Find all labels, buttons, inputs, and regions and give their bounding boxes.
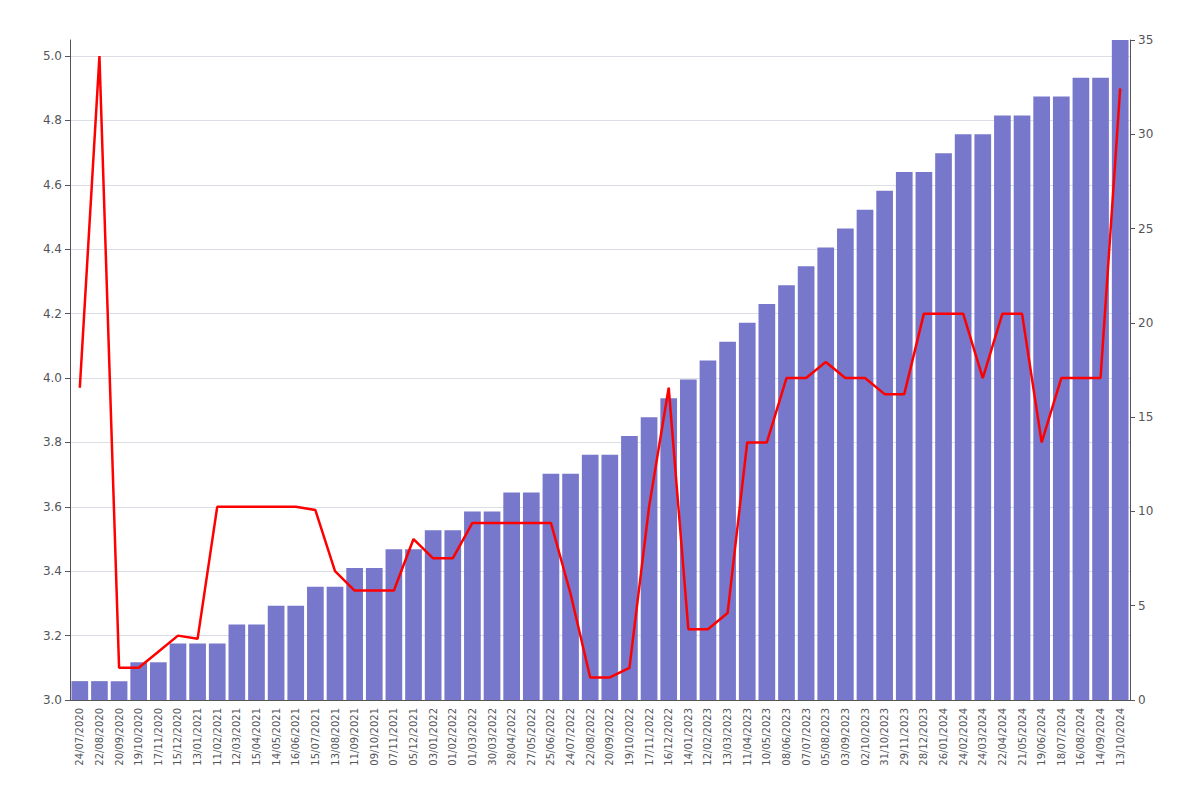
- svg-text:13/01/2021: 13/01/2021: [192, 708, 203, 766]
- svg-text:05/08/2023: 05/08/2023: [820, 708, 831, 766]
- svg-text:12/03/2021: 12/03/2021: [231, 708, 242, 766]
- svg-text:0: 0: [1138, 693, 1146, 707]
- svg-text:16/08/2024: 16/08/2024: [1075, 708, 1086, 766]
- svg-text:24/03/2024: 24/03/2024: [977, 708, 988, 766]
- svg-text:27/05/2022: 27/05/2022: [526, 708, 537, 766]
- svg-text:22/04/2024: 22/04/2024: [997, 708, 1008, 766]
- svg-text:20/09/2020: 20/09/2020: [114, 708, 125, 766]
- svg-text:24/07/2022: 24/07/2022: [565, 708, 576, 766]
- svg-text:28/04/2022: 28/04/2022: [506, 708, 517, 766]
- svg-text:35: 35: [1138, 33, 1153, 47]
- svg-text:25/06/2022: 25/06/2022: [545, 708, 556, 766]
- svg-text:3.8: 3.8: [43, 435, 62, 449]
- svg-text:4.2: 4.2: [43, 307, 62, 321]
- svg-text:22/08/2022: 22/08/2022: [585, 708, 596, 766]
- svg-text:31/10/2023: 31/10/2023: [879, 708, 890, 766]
- svg-text:22/08/2020: 22/08/2020: [94, 708, 105, 766]
- svg-text:19/10/2020: 19/10/2020: [133, 708, 144, 766]
- svg-text:13/03/2023: 13/03/2023: [722, 708, 733, 766]
- svg-text:01/02/2022: 01/02/2022: [447, 708, 458, 766]
- svg-text:15/04/2021: 15/04/2021: [251, 708, 262, 766]
- svg-text:24/07/2020: 24/07/2020: [74, 708, 85, 766]
- svg-text:5.0: 5.0: [43, 49, 62, 63]
- svg-text:01/03/2022: 01/03/2022: [467, 708, 478, 766]
- svg-text:07/11/2021: 07/11/2021: [388, 708, 399, 766]
- svg-text:4.0: 4.0: [43, 371, 62, 385]
- svg-text:13/08/2021: 13/08/2021: [330, 708, 341, 766]
- svg-text:4.4: 4.4: [43, 242, 62, 256]
- svg-text:18/07/2024: 18/07/2024: [1056, 708, 1067, 766]
- svg-text:13/10/2024: 13/10/2024: [1115, 708, 1126, 766]
- svg-text:19/06/2024: 19/06/2024: [1036, 708, 1047, 766]
- svg-text:09/10/2021: 09/10/2021: [369, 708, 380, 766]
- svg-text:10: 10: [1138, 504, 1153, 518]
- svg-text:16/06/2021: 16/06/2021: [290, 708, 301, 766]
- svg-text:25: 25: [1138, 222, 1153, 236]
- svg-text:3.2: 3.2: [43, 629, 62, 643]
- svg-text:19/10/2022: 19/10/2022: [624, 708, 635, 766]
- svg-text:4.8: 4.8: [43, 113, 62, 127]
- svg-text:24/02/2024: 24/02/2024: [958, 708, 969, 766]
- svg-text:3.6: 3.6: [43, 500, 62, 514]
- svg-text:02/10/2023: 02/10/2023: [860, 708, 871, 766]
- svg-text:17/11/2022: 17/11/2022: [644, 708, 655, 766]
- svg-text:3.4: 3.4: [43, 564, 62, 578]
- svg-text:29/11/2023: 29/11/2023: [899, 708, 910, 766]
- svg-text:3.0: 3.0: [43, 693, 62, 707]
- svg-text:28/12/2023: 28/12/2023: [918, 708, 929, 766]
- svg-text:30/03/2022: 30/03/2022: [487, 708, 498, 766]
- svg-text:5: 5: [1138, 599, 1146, 613]
- svg-text:4.6: 4.6: [43, 178, 62, 192]
- svg-text:11/04/2023: 11/04/2023: [742, 708, 753, 766]
- svg-text:15/07/2021: 15/07/2021: [310, 708, 321, 766]
- svg-text:26/01/2024: 26/01/2024: [938, 708, 949, 766]
- svg-text:03/01/2022: 03/01/2022: [428, 708, 439, 766]
- svg-text:12/02/2023: 12/02/2023: [702, 708, 713, 766]
- svg-text:20: 20: [1138, 316, 1153, 330]
- svg-text:15/12/2020: 15/12/2020: [172, 708, 183, 766]
- svg-text:10/05/2023: 10/05/2023: [761, 708, 772, 766]
- svg-text:15: 15: [1138, 410, 1153, 424]
- svg-text:07/07/2023: 07/07/2023: [801, 708, 812, 766]
- svg-text:05/12/2021: 05/12/2021: [408, 708, 419, 766]
- svg-text:11/02/2021: 11/02/2021: [212, 708, 223, 766]
- svg-text:17/11/2020: 17/11/2020: [153, 708, 164, 766]
- svg-text:03/09/2023: 03/09/2023: [840, 708, 851, 766]
- svg-text:30: 30: [1138, 127, 1153, 141]
- svg-text:21/05/2024: 21/05/2024: [1017, 708, 1028, 766]
- svg-text:16/12/2022: 16/12/2022: [663, 708, 674, 766]
- svg-text:14/05/2021: 14/05/2021: [271, 708, 282, 766]
- svg-text:11/09/2021: 11/09/2021: [349, 708, 360, 766]
- svg-text:14/09/2024: 14/09/2024: [1095, 708, 1106, 766]
- svg-text:14/01/2023: 14/01/2023: [683, 708, 694, 766]
- svg-text:08/06/2023: 08/06/2023: [781, 708, 792, 766]
- svg-text:20/09/2022: 20/09/2022: [604, 708, 615, 766]
